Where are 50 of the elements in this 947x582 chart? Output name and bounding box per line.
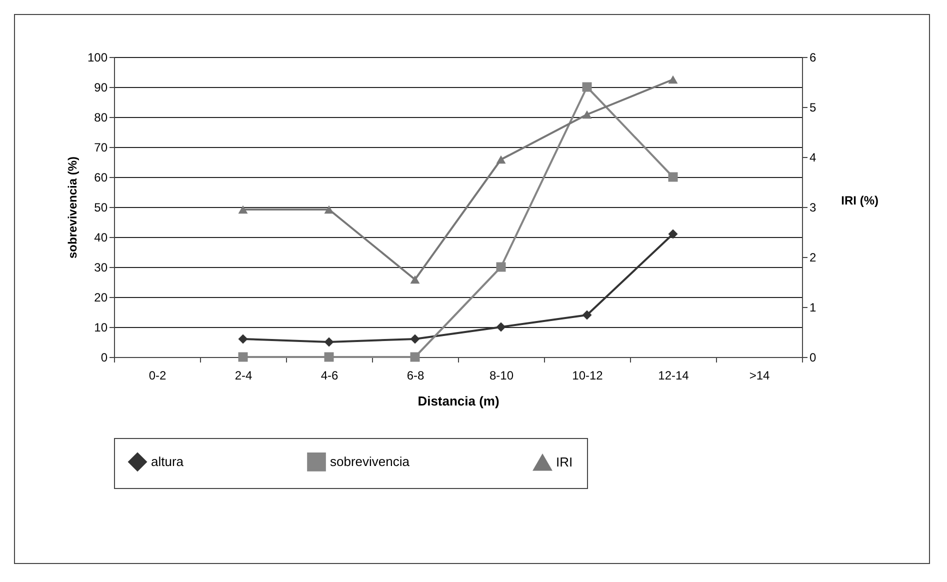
y-tick-label: 10: [94, 320, 108, 334]
y-tick-label: 40: [94, 230, 108, 244]
point: [410, 334, 420, 344]
point: [238, 352, 248, 362]
y-tick-label: 30: [94, 260, 108, 274]
point: [582, 110, 592, 119]
y-tick-label: 20: [94, 290, 108, 304]
x-tick-label: 4-6: [320, 368, 338, 382]
y-tick-label: 0: [100, 350, 108, 364]
y2-tick-label: 0: [810, 350, 816, 364]
point: [496, 155, 506, 164]
x-tick-label: 12-14: [658, 368, 690, 382]
point: [410, 275, 420, 284]
y2-tick-label: 3: [810, 200, 816, 214]
legend-label: IRI: [556, 454, 573, 470]
point: [324, 205, 334, 214]
x-tick-label: 10-12: [572, 368, 604, 382]
point: [496, 262, 506, 272]
x-tick-label: 0-2: [148, 368, 166, 382]
x-tick-label: 8-10: [489, 368, 514, 382]
y-tick-label: 100: [87, 50, 108, 64]
y-tick-label: 50: [94, 200, 108, 214]
y-tick-label: 70: [94, 140, 108, 154]
legend-label: sobrevivencia: [330, 454, 410, 469]
y-tick-label: 60: [94, 170, 108, 184]
point: [238, 205, 248, 214]
point: [238, 334, 248, 344]
y-axis-title: sobrevivencia (%): [65, 156, 80, 259]
y-tick-label: 90: [94, 80, 108, 94]
point: [668, 172, 678, 182]
x-axis-title: Distancia (m): [418, 394, 500, 408]
y2-tick-label: 2: [810, 250, 816, 264]
y2-tick-label: 6: [810, 50, 816, 64]
point: [324, 337, 334, 347]
legend-label: altura: [151, 454, 184, 469]
x-tick-label: 6-8: [406, 368, 424, 382]
x-tick-label: >14: [749, 368, 770, 382]
y2-tick-label: 4: [810, 150, 816, 164]
x-tick-label: 2-4: [234, 368, 252, 382]
point: [496, 322, 506, 332]
point: [324, 352, 334, 362]
y2-tick-label: 5: [810, 100, 816, 114]
point: [410, 352, 420, 362]
y2-tick-label: 1: [810, 300, 816, 314]
point: [668, 75, 678, 84]
y-tick-label: 80: [94, 110, 108, 124]
y2-axis-title: IRI (%): [841, 194, 879, 208]
point: [668, 229, 678, 239]
point: [582, 82, 592, 92]
point: [582, 310, 592, 320]
